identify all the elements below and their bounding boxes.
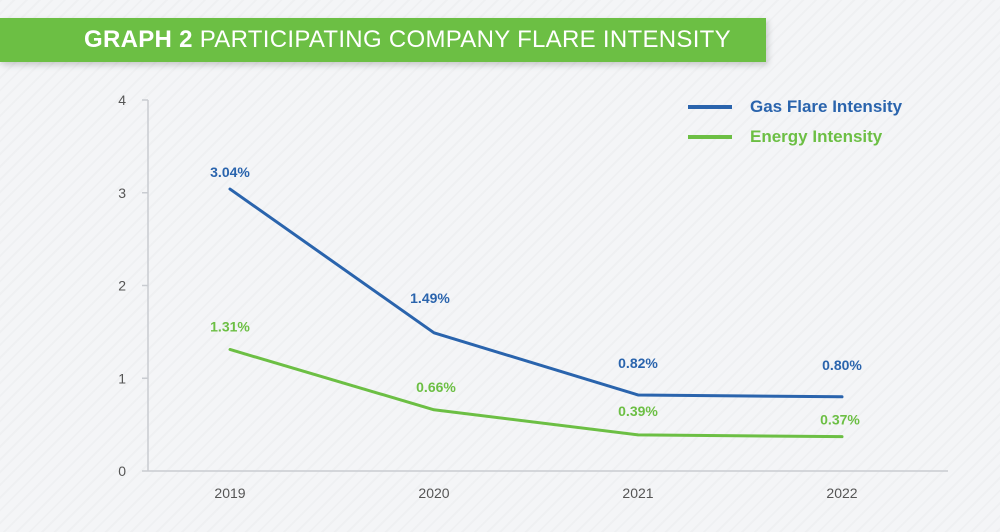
chart-title-prefix: GRAPH 2 <box>84 26 193 53</box>
data-label: 0.82% <box>618 355 658 371</box>
data-label: 1.31% <box>210 318 250 334</box>
legend-swatch-gas-flare <box>688 105 732 109</box>
chart-title: GRAPH 2 PARTICIPATING COMPANY FLARE INTE… <box>84 26 731 54</box>
x-tick-label: 2020 <box>418 485 449 501</box>
y-tick-label: 4 <box>118 92 126 108</box>
data-label: 1.49% <box>410 290 450 306</box>
series-line-gas-flare <box>228 187 844 399</box>
x-tick-label: 2021 <box>622 485 653 501</box>
data-label: 3.04% <box>210 164 250 180</box>
series-line-energy <box>228 347 844 439</box>
x-tick-label: 2019 <box>214 485 245 501</box>
y-tick-label: 3 <box>118 185 126 201</box>
y-tick-label: 0 <box>118 463 126 479</box>
legend-label-energy: Energy Intensity <box>750 127 883 146</box>
data-label: 0.37% <box>820 412 860 428</box>
chart-title-text: PARTICIPATING COMPANY FLARE INTENSITY <box>199 26 731 53</box>
legend-swatch-energy <box>688 135 732 139</box>
x-tick-label: 2022 <box>826 485 857 501</box>
legend-label-gas-flare: Gas Flare Intensity <box>750 97 903 116</box>
legend: Gas Flare Intensity Energy Intensity <box>688 92 902 152</box>
data-label: 0.39% <box>618 403 658 419</box>
chart-title-banner: GRAPH 2 PARTICIPATING COMPANY FLARE INTE… <box>0 18 766 62</box>
y-tick-label: 1 <box>118 370 126 386</box>
data-label: 0.66% <box>416 379 456 395</box>
legend-item-gas-flare: Gas Flare Intensity <box>688 92 902 122</box>
legend-item-energy: Energy Intensity <box>688 122 902 152</box>
data-label: 0.80% <box>822 357 862 373</box>
y-tick-label: 2 <box>118 278 126 294</box>
